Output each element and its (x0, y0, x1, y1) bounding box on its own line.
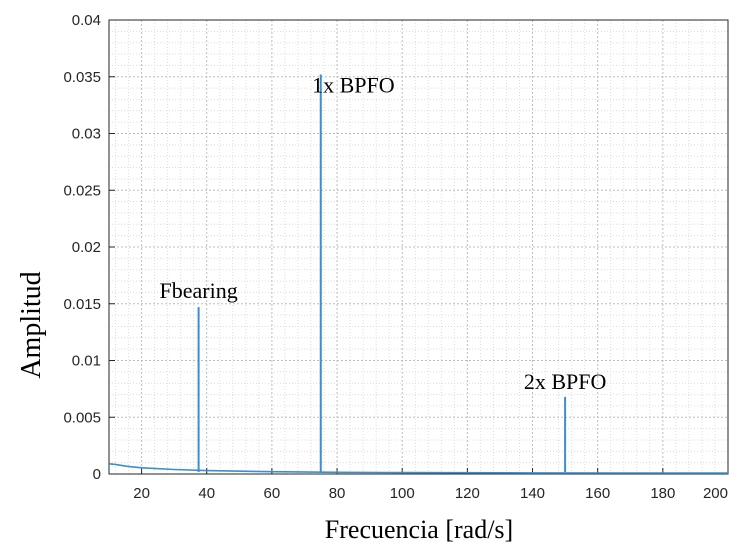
x-tick-label: 80 (329, 485, 346, 502)
y-tick-label: 0.005 (63, 409, 101, 426)
x-tick-label: 60 (264, 485, 281, 502)
x-tick-label: 40 (198, 485, 215, 502)
y-tick-label: 0.02 (72, 239, 101, 256)
annotation-label: Fbearing (159, 278, 237, 303)
annotation-label: 2x BPFO (524, 369, 607, 394)
x-tick-label: 140 (520, 485, 545, 502)
annotations: Fbearing 1x BPFO 2x BPFO (159, 73, 606, 394)
y-tick-label: 0.03 (72, 126, 101, 143)
y-axis-label: Amplitud (16, 271, 47, 378)
annotation-label: 1x BPFO (312, 73, 395, 98)
x-axis-label: Frecuencia [rad/s] (325, 515, 513, 544)
y-tick-label: 0.035 (63, 69, 101, 86)
y-axis-ticks: 0 0.005 0.01 0.015 0.02 0.025 0.03 0.035 0.04 (63, 12, 115, 483)
x-tick-label: 160 (585, 485, 610, 502)
y-tick-label: 0.04 (72, 12, 101, 29)
y-tick-label: 0.01 (72, 353, 101, 370)
x-axis-ticks: 20 40 60 80 100 120 140 160 180 200 (133, 468, 729, 502)
x-tick-label: 180 (650, 485, 675, 502)
y-tick-label: 0.015 (63, 296, 101, 313)
x-tick-label: 200 (703, 485, 728, 502)
x-tick-label: 20 (133, 485, 150, 502)
peaks (197, 74, 567, 472)
y-tick-label: 0 (93, 466, 101, 483)
minor-grid (109, 20, 728, 474)
y-tick-label: 0.025 (63, 182, 101, 199)
x-tick-label: 100 (390, 485, 415, 502)
series-line (108, 463, 729, 474)
x-tick-label: 120 (455, 485, 480, 502)
